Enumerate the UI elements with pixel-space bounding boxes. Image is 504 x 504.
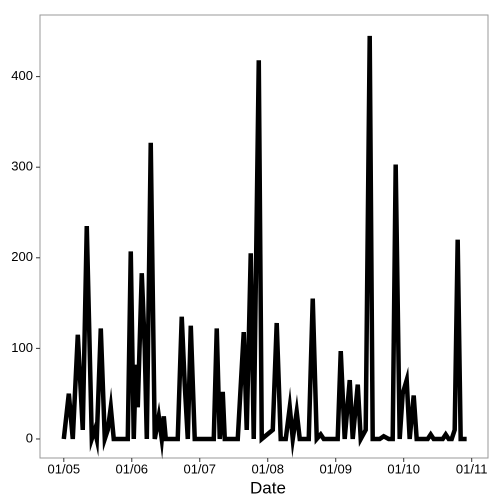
plot-border — [39, 14, 489, 459]
x-tick-label: 01/09 — [319, 461, 352, 476]
x-tick-label: 01/07 — [183, 461, 216, 476]
y-tick-label: 300 — [11, 159, 33, 174]
x-tick-label: 01/05 — [48, 461, 81, 476]
y-tick-label: 400 — [11, 68, 33, 83]
y-tick-label: 200 — [11, 249, 33, 264]
y-tick-label: 100 — [11, 340, 33, 355]
x-tick-label: 01/10 — [387, 461, 420, 476]
x-tick-label: 01/06 — [116, 461, 149, 476]
y-tick-label: 0 — [26, 430, 33, 445]
x-axis-title: Date — [250, 478, 286, 497]
line — [61, 35, 467, 460]
x-tick-label: 01/11 — [456, 461, 488, 476]
x-tick-label: 01/08 — [251, 461, 284, 476]
